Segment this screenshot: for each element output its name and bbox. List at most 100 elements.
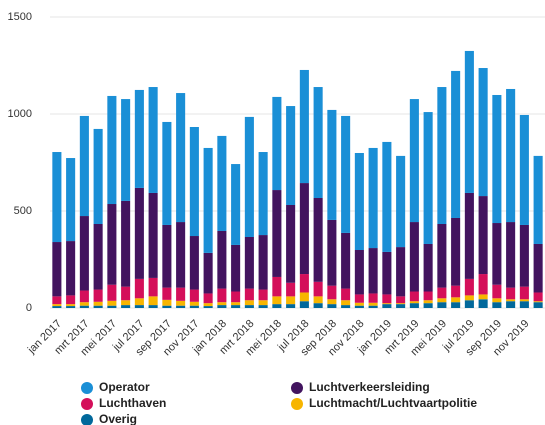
bar-segment	[121, 300, 131, 306]
bar-segment	[354, 294, 364, 303]
bar-segment	[313, 281, 323, 297]
bar-segment	[478, 294, 488, 300]
bar-segment	[354, 249, 364, 295]
bar-segment	[134, 89, 144, 188]
bar-segment	[79, 290, 89, 303]
bar-segment	[272, 304, 282, 308]
bar-segment	[176, 305, 186, 308]
bar-segment	[464, 50, 474, 193]
bar-segment	[464, 278, 474, 296]
bar-segment	[423, 291, 433, 301]
bar-segment	[162, 121, 172, 225]
bar-segment	[409, 291, 419, 302]
bar-segment	[93, 305, 103, 308]
legend-swatch	[291, 382, 303, 394]
bar-segment	[327, 304, 337, 308]
bar-segment	[437, 302, 447, 308]
bar-segment	[107, 204, 117, 285]
bar-segment	[148, 192, 158, 278]
bar-segment	[286, 106, 296, 205]
bar-segment	[354, 152, 364, 250]
bar-segment	[437, 298, 447, 303]
bar-segment	[478, 196, 488, 275]
bar-segment	[506, 301, 516, 308]
bar-segment	[231, 291, 241, 303]
bar-segment	[107, 284, 117, 301]
bar-segment	[258, 235, 268, 290]
bar-segment	[148, 87, 158, 193]
bar-segment	[217, 302, 227, 306]
bar-segment	[437, 287, 447, 299]
bar-segment	[79, 305, 89, 308]
bar-segment	[423, 112, 433, 244]
bar-segment	[244, 288, 254, 301]
bar-segment	[79, 115, 89, 217]
bar-segment	[203, 252, 213, 294]
bar-segment	[176, 222, 186, 288]
bar-segment	[299, 69, 309, 184]
bar-segment	[107, 305, 117, 308]
legend-label: Operator	[99, 380, 150, 394]
bar-segment	[327, 299, 337, 305]
bar-segment	[217, 305, 227, 308]
bar-segment	[244, 300, 254, 306]
bar-segment	[189, 301, 199, 306]
bar-segment	[217, 288, 227, 303]
bar-segment	[492, 94, 502, 224]
bar-segment	[176, 93, 186, 223]
bar-segment	[244, 116, 254, 237]
bar-segment	[93, 289, 103, 302]
bar-segment	[464, 192, 474, 279]
bar-segment	[189, 289, 199, 302]
bar-segment	[368, 147, 378, 249]
bar-segment	[464, 300, 474, 308]
bar-segment	[176, 287, 186, 301]
y-tick-label: 1500	[8, 11, 32, 23]
bar-segment	[121, 200, 131, 287]
bar-segment	[189, 236, 199, 290]
bar-segment	[341, 305, 351, 308]
bar-segment	[451, 297, 461, 303]
legend-swatch	[291, 398, 303, 410]
bar-segment	[313, 303, 323, 308]
bar-segment	[506, 299, 516, 302]
bar-segment	[423, 300, 433, 304]
bar-segment	[79, 302, 89, 306]
bar-segment	[396, 304, 406, 308]
bar-segment	[478, 299, 488, 308]
bar-segment	[121, 99, 131, 201]
bar-segment	[533, 292, 543, 302]
bar-segment	[533, 243, 543, 293]
bar-segment	[203, 303, 213, 307]
bar-segment	[299, 292, 309, 302]
bar-segment	[437, 223, 447, 288]
bar-segment	[478, 68, 488, 197]
bar-segment	[327, 219, 337, 286]
bar-segment	[148, 296, 158, 306]
bar-segment	[299, 301, 309, 308]
bar-segment	[217, 135, 227, 231]
bar-segment	[66, 306, 76, 308]
bar-segment	[134, 305, 144, 308]
bar-segment	[382, 251, 392, 295]
bar-segment	[162, 287, 172, 300]
bar-segment	[341, 288, 351, 301]
bar-segment	[231, 244, 241, 292]
bar-segment	[492, 284, 502, 299]
bar-segment	[52, 152, 62, 243]
bar-segment	[258, 305, 268, 308]
bar-segment	[79, 216, 89, 291]
bar-segment	[107, 95, 117, 205]
bar-segment	[423, 243, 433, 292]
bar-segment	[203, 147, 213, 253]
bar-segment	[299, 183, 309, 275]
bar-segment	[519, 299, 529, 302]
bar-segment	[203, 306, 213, 308]
bar-segment	[313, 198, 323, 282]
y-tick-label: 0	[26, 302, 32, 314]
bar-segment	[93, 301, 103, 306]
bar-segment	[313, 87, 323, 199]
bar-segment	[533, 302, 543, 308]
legend-swatch	[81, 398, 93, 410]
